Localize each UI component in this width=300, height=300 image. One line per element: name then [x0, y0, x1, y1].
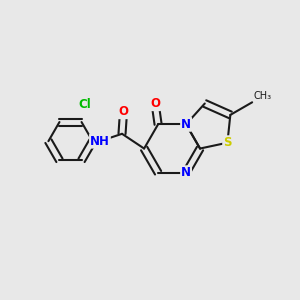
- Text: O: O: [118, 105, 128, 118]
- Text: N: N: [181, 118, 191, 131]
- Text: Cl: Cl: [78, 98, 91, 111]
- Text: CH₃: CH₃: [254, 91, 272, 101]
- Text: S: S: [223, 136, 232, 149]
- Text: NH: NH: [90, 135, 110, 148]
- Text: N: N: [181, 166, 191, 179]
- Text: O: O: [150, 97, 160, 110]
